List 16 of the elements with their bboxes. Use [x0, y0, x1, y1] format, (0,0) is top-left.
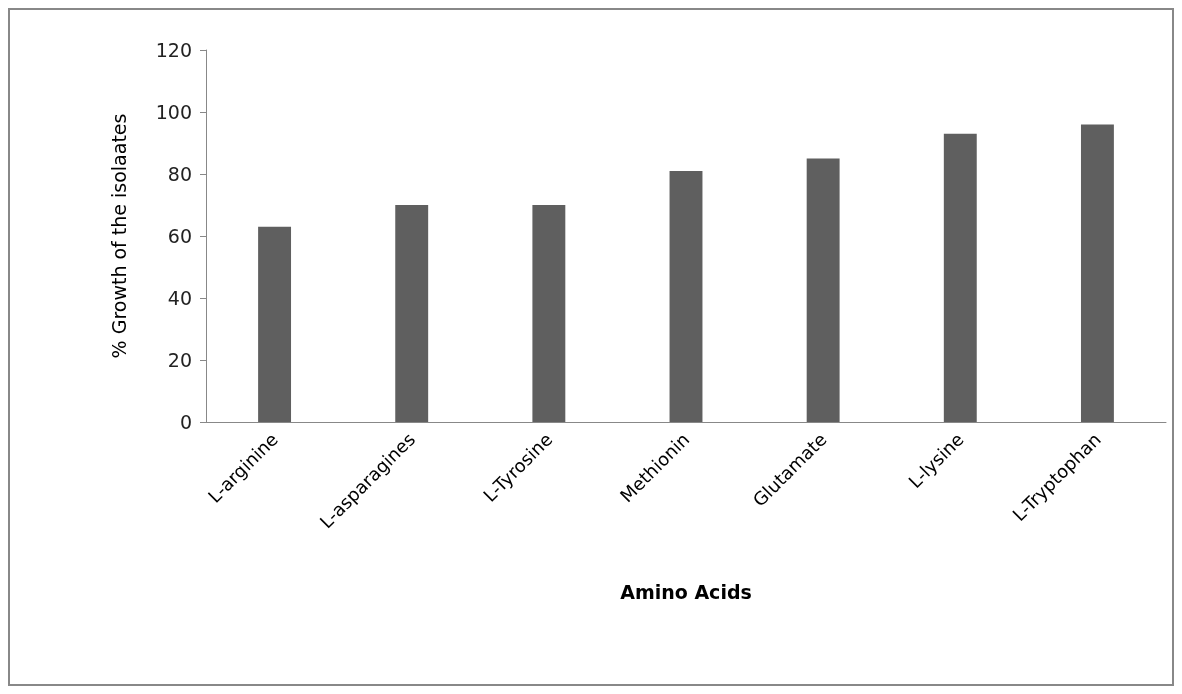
bar: [943, 133, 977, 422]
y-tick-label: 100: [155, 101, 192, 123]
y-tick-label: 80: [167, 163, 192, 185]
bar: [669, 170, 703, 422]
bar: [395, 205, 429, 422]
y-tick-label: 120: [155, 39, 192, 61]
bar: [532, 205, 566, 422]
bar: [1080, 124, 1114, 422]
x-axis-title: Amino Acids: [620, 580, 752, 603]
bar: [258, 226, 292, 422]
y-tick-label: 60: [167, 225, 192, 247]
y-tick-label: 40: [167, 287, 192, 309]
y-axis-title: % Growth of the isolaates: [107, 113, 130, 359]
bar: [806, 158, 840, 422]
y-tick-label: 0: [179, 411, 192, 433]
y-tick-label: 20: [167, 349, 192, 371]
